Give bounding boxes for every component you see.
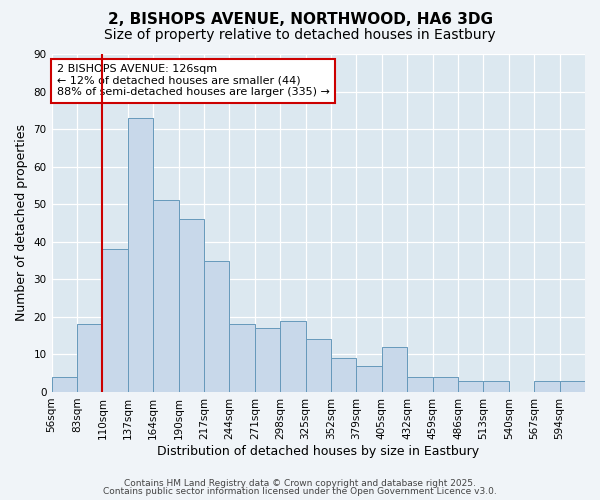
Text: 2, BISHOPS AVENUE, NORTHWOOD, HA6 3DG: 2, BISHOPS AVENUE, NORTHWOOD, HA6 3DG bbox=[107, 12, 493, 28]
Bar bbox=[255, 328, 280, 392]
Bar bbox=[305, 340, 331, 392]
Bar bbox=[331, 358, 356, 392]
Bar bbox=[229, 324, 255, 392]
Bar bbox=[128, 118, 153, 392]
Text: Contains HM Land Registry data © Crown copyright and database right 2025.: Contains HM Land Registry data © Crown c… bbox=[124, 478, 476, 488]
Bar bbox=[407, 377, 433, 392]
Bar bbox=[356, 366, 382, 392]
Bar bbox=[103, 250, 128, 392]
Bar bbox=[280, 320, 305, 392]
Bar bbox=[534, 380, 560, 392]
Text: Size of property relative to detached houses in Eastbury: Size of property relative to detached ho… bbox=[104, 28, 496, 42]
Bar bbox=[382, 347, 407, 392]
Text: Contains public sector information licensed under the Open Government Licence v3: Contains public sector information licen… bbox=[103, 487, 497, 496]
Bar bbox=[433, 377, 458, 392]
Y-axis label: Number of detached properties: Number of detached properties bbox=[15, 124, 28, 322]
Bar bbox=[458, 380, 484, 392]
Bar bbox=[484, 380, 509, 392]
Bar bbox=[560, 380, 585, 392]
Bar bbox=[52, 377, 77, 392]
Bar bbox=[77, 324, 103, 392]
X-axis label: Distribution of detached houses by size in Eastbury: Distribution of detached houses by size … bbox=[157, 444, 479, 458]
Bar bbox=[204, 260, 229, 392]
Bar bbox=[179, 219, 204, 392]
Bar bbox=[153, 200, 179, 392]
Text: 2 BISHOPS AVENUE: 126sqm
← 12% of detached houses are smaller (44)
88% of semi-d: 2 BISHOPS AVENUE: 126sqm ← 12% of detach… bbox=[57, 64, 330, 98]
